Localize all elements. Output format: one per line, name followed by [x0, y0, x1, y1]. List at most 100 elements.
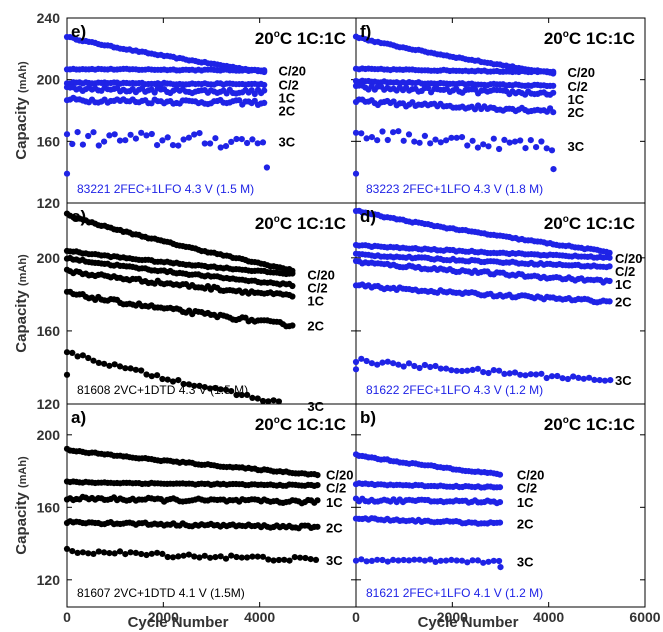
data-point-3c	[405, 360, 413, 367]
series-label-3c: 3C	[307, 399, 324, 414]
series-label-c-2: C/2	[517, 481, 537, 496]
data-point-3c	[201, 552, 208, 559]
data-point-c-2	[289, 282, 296, 290]
cell-note: 81607 2VC+1DTD 4.1 V (1.5M)	[77, 586, 245, 600]
data-point-2c	[261, 99, 268, 106]
data-point-3c	[297, 554, 304, 561]
data-point-c-20	[261, 67, 268, 74]
data-point-3c	[79, 549, 86, 556]
data-point-3c	[85, 354, 92, 362]
panel-d: C/20C/21C 2C 3C d) 20oC 1C:1C 81622 2FEC+1LFO…	[352, 207, 642, 397]
data-point-3c	[416, 556, 423, 563]
y-tick-label: 200	[37, 250, 61, 266]
data-point-3c	[586, 374, 593, 381]
data-point-3c	[437, 557, 444, 564]
data-point-3c	[106, 550, 113, 557]
series-label-c-20: C/20	[278, 63, 305, 78]
data-point-outlier	[550, 166, 557, 173]
data-point-3c	[485, 143, 492, 150]
data-point-3c	[448, 556, 455, 564]
data-point-3c	[395, 361, 402, 368]
data-point-3c	[443, 137, 450, 144]
data-point-3c	[275, 398, 282, 405]
data-point-c-20	[550, 68, 557, 75]
series-label-2c: 2C	[278, 103, 295, 118]
data-point-3c	[265, 556, 272, 563]
series-label-3c: 3C	[517, 555, 534, 570]
data-point-3c	[138, 367, 145, 374]
panel-letter: c)	[71, 207, 86, 226]
data-point-3c	[69, 140, 76, 148]
data-point-3c	[90, 357, 97, 364]
panel-condition: 20oC 1C:1C	[544, 29, 635, 48]
data-point-3c	[191, 553, 198, 560]
data-point-3c	[437, 365, 444, 372]
data-point-3c	[148, 130, 155, 138]
series-label-3c: 3C	[615, 373, 632, 388]
data-point-3c	[228, 552, 235, 559]
data-point-3c	[249, 553, 256, 560]
panel-condition: 20oC 1C:1C	[255, 214, 346, 233]
data-point-outlier	[263, 164, 270, 171]
data-point-3c	[127, 365, 134, 372]
x-tick-label: 2000	[437, 609, 468, 625]
data-point-2c	[289, 322, 296, 329]
series-label-c-2: C/2	[307, 280, 327, 295]
data-point-3c	[254, 395, 261, 402]
data-point-3c	[196, 382, 203, 389]
panel-frame-b	[355, 403, 646, 608]
data-point-2c	[606, 298, 613, 305]
data-point-3c	[101, 360, 108, 367]
series-label-1c: 1C	[307, 293, 324, 308]
data-point-2c	[550, 109, 557, 116]
data-point-1c	[314, 497, 321, 504]
data-point-3c	[116, 363, 124, 370]
data-point-3c	[374, 556, 381, 563]
data-point-3c	[384, 358, 391, 365]
data-point-3c	[127, 549, 134, 556]
data-point-3c	[244, 139, 251, 147]
data-point-3c	[74, 549, 81, 557]
series-label-c-2: C/2	[326, 481, 346, 496]
data-point-3c	[175, 377, 182, 384]
data-point-3c	[233, 553, 240, 561]
data-point-outlier	[352, 170, 360, 177]
x-tick-label: 6000	[629, 609, 660, 625]
data-point-3c	[101, 549, 108, 556]
data-point-3c	[506, 370, 513, 377]
data-point-3c	[384, 558, 391, 565]
data-point-3c	[244, 554, 251, 561]
data-point-3c	[244, 391, 251, 398]
data-point-3c	[63, 131, 71, 138]
data-point-3c	[480, 559, 487, 566]
panel-frame-a	[66, 403, 357, 608]
y-tick-label: 200	[37, 427, 61, 443]
data-point-3c	[490, 367, 497, 374]
data-point-3c	[238, 554, 245, 561]
data-point-3c	[132, 366, 139, 373]
data-point-3c	[222, 386, 230, 393]
data-point-3c	[527, 137, 534, 144]
data-point-3c	[79, 352, 86, 359]
data-point-3c	[490, 135, 497, 142]
data-point-3c	[501, 136, 508, 143]
series-label-c-20: C/20	[307, 267, 334, 282]
data-point-3c	[175, 142, 182, 149]
data-point-3c	[196, 554, 203, 561]
data-point-3c	[217, 144, 224, 151]
data-point-3c	[148, 550, 155, 557]
data-point-3c	[485, 369, 492, 377]
data-point-3c	[154, 372, 161, 379]
data-point-3c	[411, 138, 418, 145]
series-label-1c: 1C	[517, 495, 534, 510]
data-point-3c	[122, 551, 129, 558]
data-point-3c	[111, 550, 118, 557]
data-point-3c	[421, 132, 428, 139]
x-tick-label: 4000	[244, 609, 275, 625]
data-point-3c	[400, 556, 407, 564]
data-point-3c	[533, 144, 540, 151]
panel-condition: 20oC 1C:1C	[544, 214, 635, 233]
data-point-3c	[259, 139, 267, 146]
data-point-c-20	[289, 270, 296, 277]
